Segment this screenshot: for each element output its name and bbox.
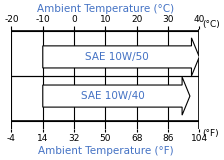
Polygon shape [43,38,199,76]
X-axis label: Ambient Temperature (°C): Ambient Temperature (°C) [37,4,174,14]
X-axis label: Ambient Temperature (°F): Ambient Temperature (°F) [38,146,173,156]
Text: (°C): (°C) [202,20,220,29]
Polygon shape [43,77,190,115]
Text: SAE 10W/40: SAE 10W/40 [81,91,144,101]
Text: (°F): (°F) [202,129,219,138]
Text: SAE 10W/50: SAE 10W/50 [85,52,149,62]
